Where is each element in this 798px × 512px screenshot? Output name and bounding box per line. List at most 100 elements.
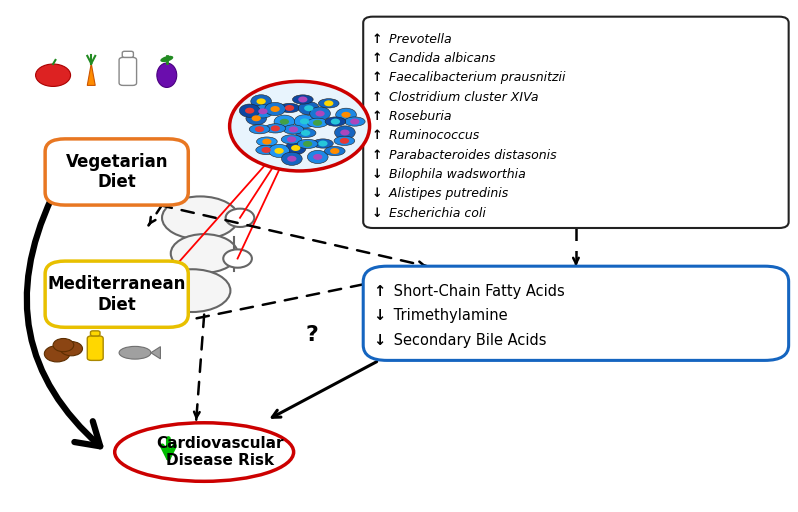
Circle shape bbox=[330, 119, 340, 124]
Text: Candida albicans: Candida albicans bbox=[385, 52, 496, 65]
Circle shape bbox=[262, 147, 271, 153]
Circle shape bbox=[45, 346, 69, 362]
Circle shape bbox=[246, 112, 267, 125]
Text: ↓: ↓ bbox=[373, 308, 385, 324]
Circle shape bbox=[313, 154, 322, 160]
Text: Parabacteroides distasonis: Parabacteroides distasonis bbox=[385, 148, 557, 162]
Ellipse shape bbox=[298, 139, 318, 148]
FancyBboxPatch shape bbox=[45, 139, 188, 205]
Text: ↑: ↑ bbox=[371, 33, 381, 46]
FancyBboxPatch shape bbox=[45, 261, 188, 327]
Text: Mediterranean
Diet: Mediterranean Diet bbox=[48, 275, 186, 313]
Circle shape bbox=[287, 156, 297, 162]
Ellipse shape bbox=[295, 129, 316, 138]
FancyArrowPatch shape bbox=[27, 198, 101, 446]
Ellipse shape bbox=[162, 197, 239, 239]
Circle shape bbox=[255, 126, 264, 132]
Circle shape bbox=[275, 148, 284, 154]
Text: Faecalibacterium prausnitzii: Faecalibacterium prausnitzii bbox=[385, 71, 566, 84]
Circle shape bbox=[310, 107, 330, 120]
Polygon shape bbox=[151, 347, 160, 359]
Ellipse shape bbox=[313, 139, 334, 148]
Circle shape bbox=[245, 108, 255, 114]
Text: Trimethylamine: Trimethylamine bbox=[389, 308, 508, 324]
Circle shape bbox=[251, 95, 271, 108]
Circle shape bbox=[230, 81, 369, 171]
Ellipse shape bbox=[325, 146, 345, 156]
Circle shape bbox=[340, 138, 349, 144]
Circle shape bbox=[334, 126, 355, 139]
Text: ↑: ↑ bbox=[371, 52, 381, 65]
Text: ↑: ↑ bbox=[371, 148, 381, 162]
Circle shape bbox=[303, 141, 312, 147]
Circle shape bbox=[253, 105, 273, 118]
Circle shape bbox=[265, 102, 286, 116]
FancyBboxPatch shape bbox=[90, 331, 100, 336]
Circle shape bbox=[239, 104, 260, 117]
Text: ↑: ↑ bbox=[371, 71, 381, 84]
Circle shape bbox=[285, 105, 294, 111]
Circle shape bbox=[263, 139, 271, 144]
Ellipse shape bbox=[160, 56, 173, 62]
Circle shape bbox=[269, 144, 290, 158]
Circle shape bbox=[342, 112, 350, 118]
Circle shape bbox=[274, 115, 294, 129]
Text: ↓: ↓ bbox=[373, 333, 385, 348]
Ellipse shape bbox=[157, 63, 176, 88]
Ellipse shape bbox=[281, 135, 302, 144]
Circle shape bbox=[304, 105, 314, 111]
Circle shape bbox=[307, 151, 328, 163]
Text: Escherichia coli: Escherichia coli bbox=[385, 207, 486, 220]
Circle shape bbox=[340, 130, 350, 136]
Ellipse shape bbox=[279, 103, 300, 113]
Ellipse shape bbox=[334, 136, 355, 145]
Text: Roseburia: Roseburia bbox=[385, 110, 452, 123]
Circle shape bbox=[140, 280, 169, 298]
FancyBboxPatch shape bbox=[122, 51, 133, 57]
Polygon shape bbox=[87, 63, 95, 86]
Ellipse shape bbox=[307, 118, 328, 127]
Circle shape bbox=[287, 136, 296, 142]
Text: Bilophila wadsworthia: Bilophila wadsworthia bbox=[385, 168, 526, 181]
Circle shape bbox=[60, 342, 82, 356]
Ellipse shape bbox=[265, 124, 286, 133]
Circle shape bbox=[282, 152, 302, 165]
Circle shape bbox=[291, 145, 300, 151]
Ellipse shape bbox=[256, 145, 276, 155]
Circle shape bbox=[301, 130, 310, 136]
FancyBboxPatch shape bbox=[363, 266, 788, 360]
Text: ↑: ↑ bbox=[371, 91, 381, 103]
Circle shape bbox=[226, 209, 255, 227]
Circle shape bbox=[271, 106, 280, 112]
Circle shape bbox=[315, 111, 325, 117]
Circle shape bbox=[251, 115, 261, 121]
Text: ?: ? bbox=[305, 325, 318, 345]
Circle shape bbox=[298, 101, 319, 115]
Circle shape bbox=[336, 108, 357, 121]
Circle shape bbox=[300, 118, 310, 124]
Text: ↑: ↑ bbox=[371, 130, 381, 142]
Ellipse shape bbox=[249, 124, 270, 134]
Circle shape bbox=[271, 125, 280, 132]
FancyBboxPatch shape bbox=[119, 57, 136, 86]
Circle shape bbox=[53, 338, 73, 352]
Circle shape bbox=[259, 109, 267, 114]
Ellipse shape bbox=[119, 347, 151, 359]
Ellipse shape bbox=[318, 99, 339, 108]
Text: Cardiovascular
Disease Risk: Cardiovascular Disease Risk bbox=[156, 436, 284, 468]
Circle shape bbox=[318, 140, 328, 146]
FancyBboxPatch shape bbox=[87, 336, 103, 360]
Circle shape bbox=[313, 120, 322, 126]
Text: ↓: ↓ bbox=[371, 168, 381, 181]
Circle shape bbox=[350, 119, 359, 124]
Text: ↓: ↓ bbox=[371, 187, 381, 200]
Ellipse shape bbox=[325, 117, 346, 126]
Ellipse shape bbox=[171, 234, 238, 273]
Circle shape bbox=[36, 64, 70, 87]
Ellipse shape bbox=[345, 117, 365, 126]
Text: Clostridium cluster XIVa: Clostridium cluster XIVa bbox=[385, 91, 539, 103]
Text: Prevotella: Prevotella bbox=[385, 33, 452, 46]
Text: ↓: ↓ bbox=[371, 207, 381, 220]
Ellipse shape bbox=[256, 137, 277, 146]
Circle shape bbox=[298, 96, 307, 102]
